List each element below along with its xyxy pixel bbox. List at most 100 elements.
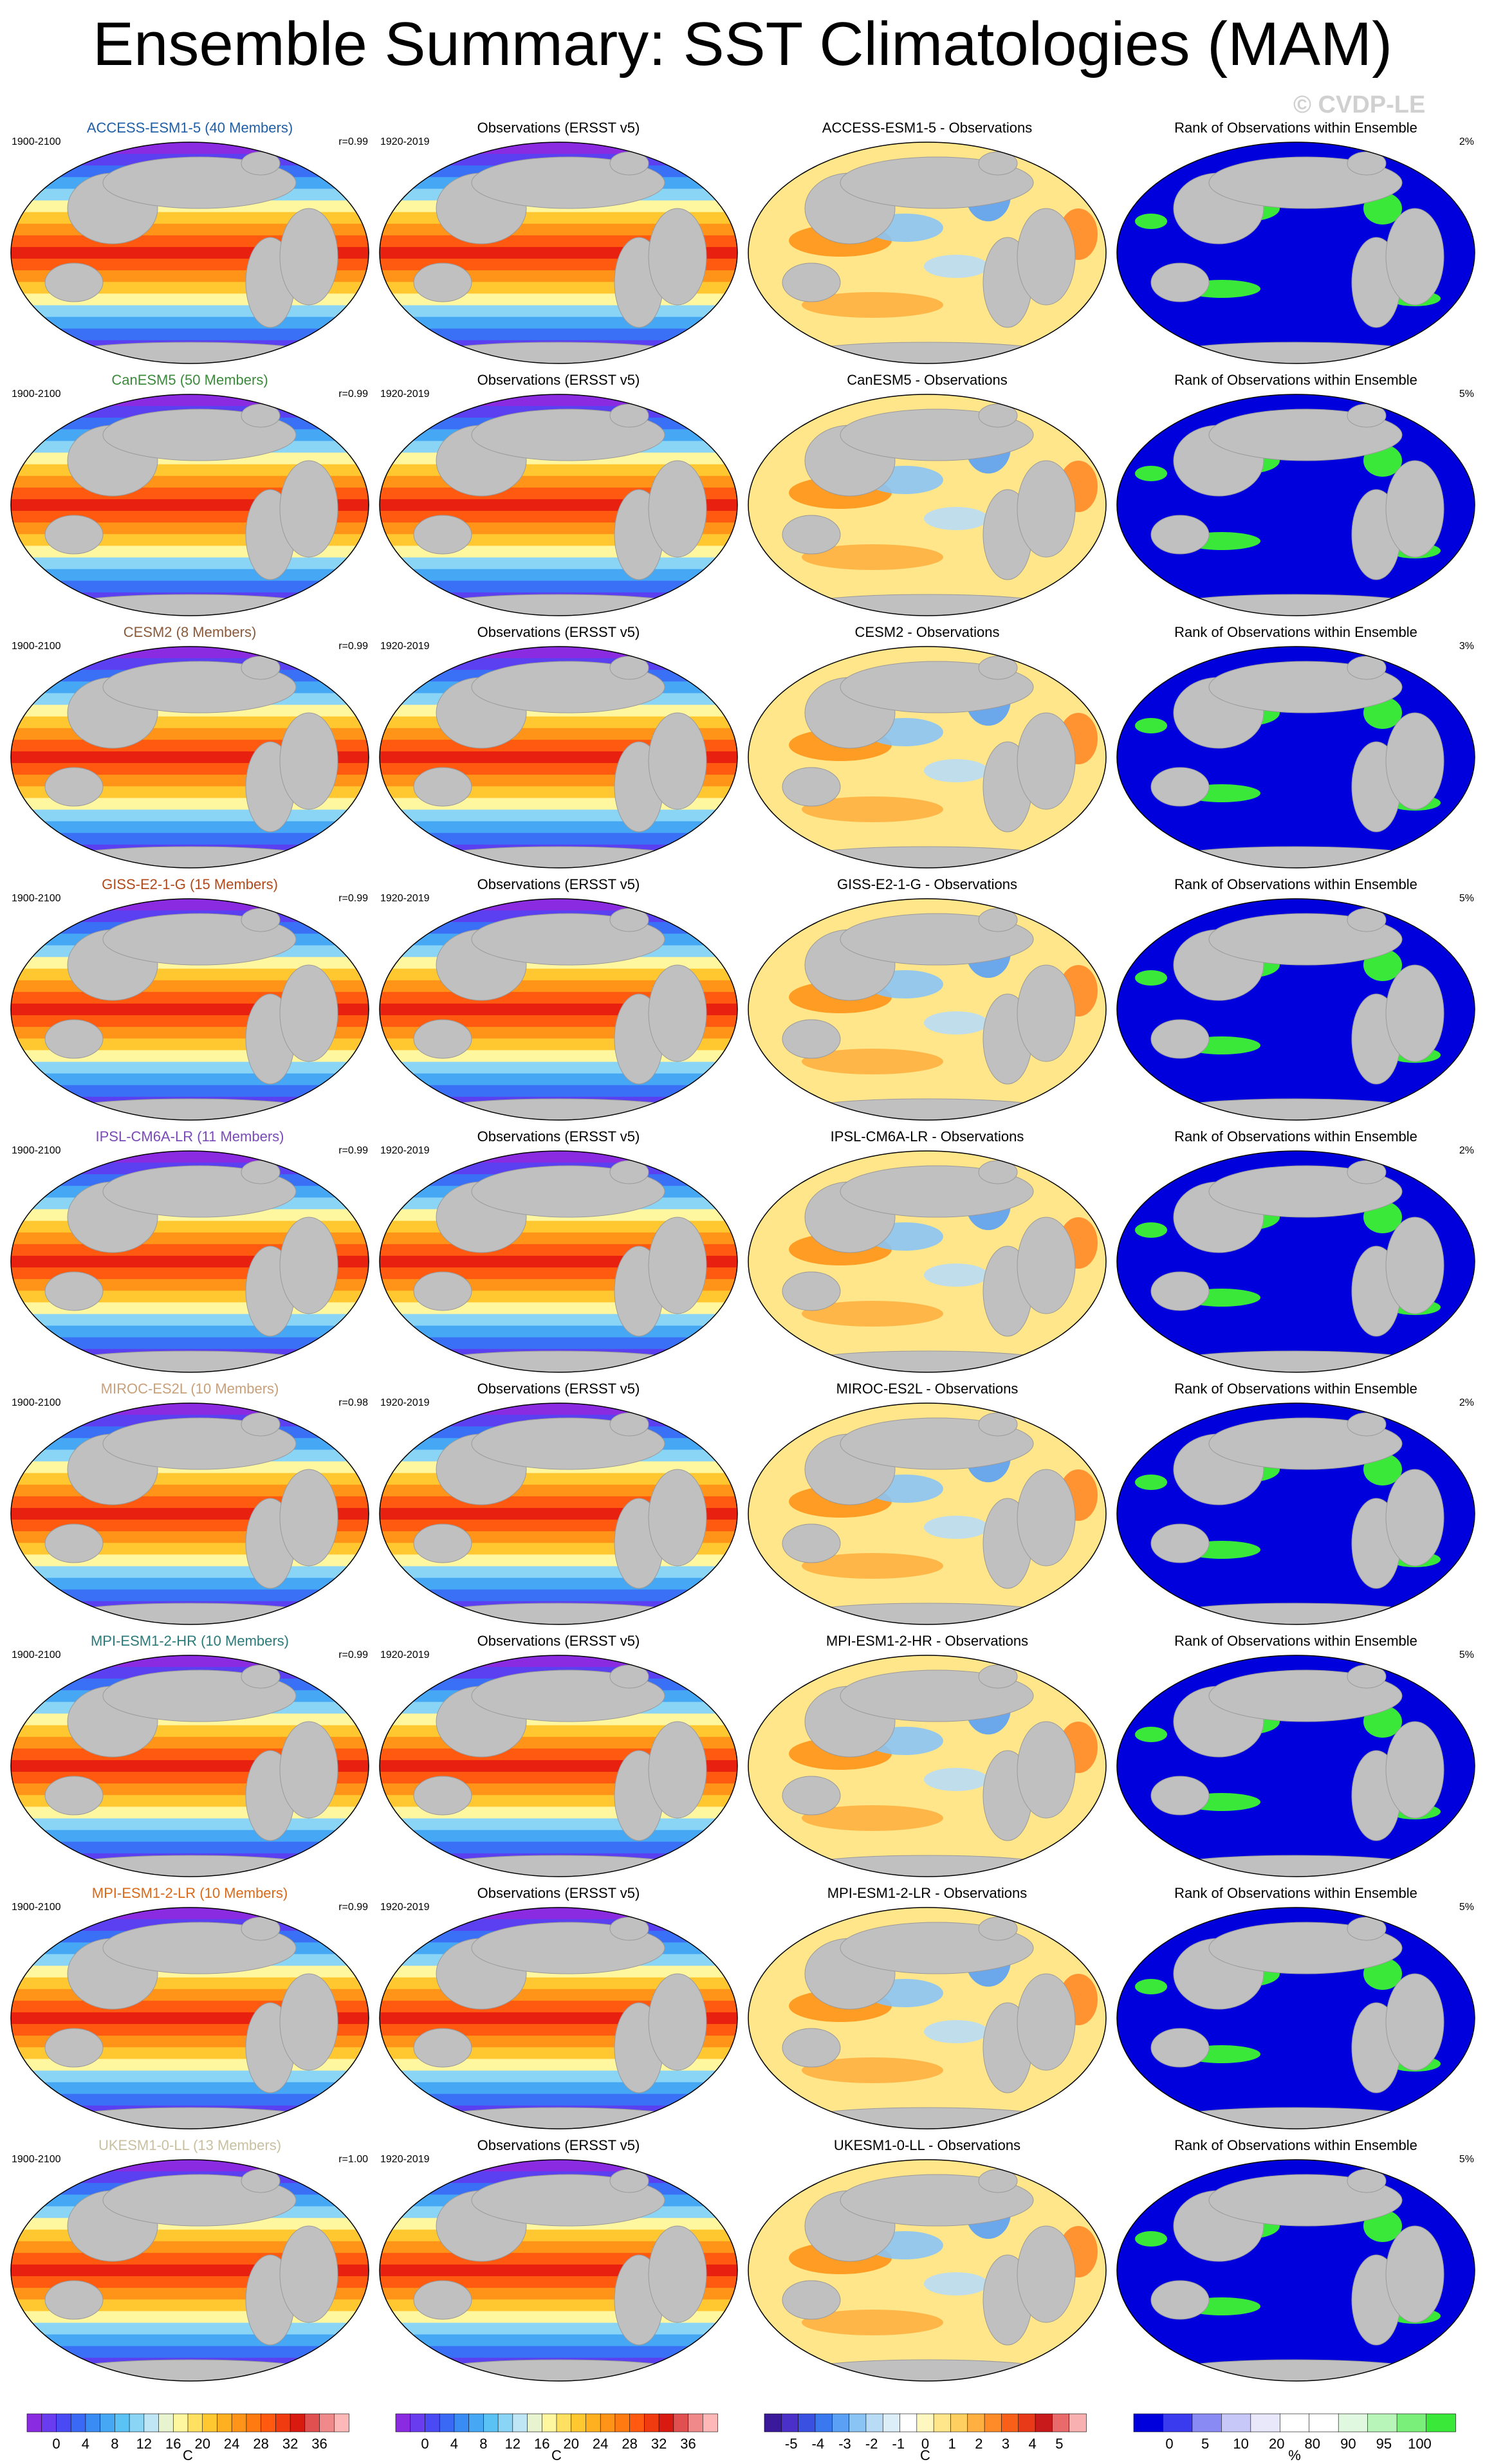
map-obs [379,898,738,1121]
pattern-correlation: r=0.99 [338,1145,368,1156]
colorbar-swatch [172,2413,189,2432]
diff-anomaly [924,2020,988,2043]
antarctica-land [1167,594,1425,616]
map-border [10,1150,369,1373]
map-border [748,1907,1107,2129]
colorbar-obs-sst-scale [395,2413,718,2432]
colorbar-tick-label: -4 [811,2436,825,2452]
australia-land [413,515,472,555]
period-label: 1920-2019 [380,2154,430,2165]
colorbar-swatch [1192,2413,1222,2432]
africa-land [1385,460,1444,558]
map-border [379,898,738,1121]
colorbar-tick-label: 28 [622,2436,638,2452]
australia-land [1150,767,1210,807]
map-diff [748,1907,1107,2129]
panel-diff: IPSL-CM6A-LR - Observations [744,1127,1111,1379]
map-border [10,2159,369,2382]
africa-land [279,712,338,810]
map-model [10,646,369,869]
sst-band [380,1841,737,1854]
colorbar-tick-label: 28 [253,2436,269,2452]
map-border [379,394,738,616]
africa-land [279,964,338,1062]
panel-title-observations: Observations (ERSST v5) [477,1885,640,1901]
australia-land [413,1271,472,1311]
map-obs [379,1150,738,1373]
colorbar-swatch [764,2413,782,2432]
sst-band [11,1830,369,1843]
colorbar-swatch [882,2413,901,2432]
map-border [1116,142,1475,364]
map-obs [379,142,738,364]
antarctica-land [60,342,319,363]
map-diff [748,898,1107,1121]
rank-percentage: 5% [1459,2154,1474,2165]
map-border [10,898,369,1121]
panel-title-observations: Observations (ERSST v5) [477,1128,640,1145]
colorbar-swatch [781,2413,799,2432]
colorbar-swatch [100,2413,116,2432]
africa-land [1017,964,1076,1062]
panel-model: UKESM1-0-LL (13 Members) 1900-2100 r=1.00 [6,2136,373,2388]
colorbar-swatch [1396,2413,1427,2432]
map-diff [748,2159,1107,2382]
sst-band [380,1818,737,1831]
colorbar-tick-label: 5 [1201,2436,1210,2452]
pattern-correlation: r=0.99 [338,893,368,904]
sst-band [380,2070,737,2083]
australia-land [782,2280,841,2320]
sst-band [11,2322,369,2335]
period-label: 1900-2100 [12,1145,61,1156]
antarctica-land [60,1350,319,1372]
colorbar-rank: 0 5 10 20 80 90 95 100 % [1133,2413,1456,2463]
australia-land [44,2280,104,2320]
rank-percentage: 5% [1459,1902,1474,1913]
panel-rank: Rank of Observations within Ensemble 5% [1112,1632,1479,1884]
rank-outlier-region [1135,718,1167,733]
map-obs [379,2159,738,2382]
period-label: 1900-2100 [12,136,61,147]
panel-model: MIROC-ES2L (10 Members) 1900-2100 r=0.98 [6,1379,373,1632]
map-border [1116,1150,1475,1373]
pattern-correlation: r=1.00 [338,2154,368,2165]
panel-title-observations: Observations (ERSST v5) [477,876,640,892]
sst-band [11,1818,369,1831]
panel-title-model: UKESM1-0-LL (13 Members) [98,2137,282,2153]
panel-title-observations: Observations (ERSST v5) [477,2137,640,2153]
colorbar-tick-label: 20 [1268,2436,1285,2452]
sst-band [380,1337,737,1350]
colorbar-tick-label: 0 [921,2436,930,2452]
colorbar-swatch [1052,2413,1070,2432]
greenland-land [241,2169,281,2193]
map-model [10,1402,369,1625]
africa-land [1385,208,1444,306]
panel-obs: Observations (ERSST v5) 1920-2019 [375,1379,742,1632]
panel-title-observations: Observations (ERSST v5) [477,120,640,136]
colorbar-swatch [950,2413,968,2432]
greenland-land [978,656,1018,680]
colorbar-swatch [614,2413,631,2432]
sst-band [11,809,369,822]
greenland-land [1347,656,1387,680]
africa-land [1017,1973,1076,2071]
panel-title-difference: CESM2 - Observations [854,624,1000,640]
panel-obs: Observations (ERSST v5) 1920-2019 [375,371,742,623]
map-border [10,1655,369,1877]
colorbar-tick-label: 100 [1408,2436,1432,2452]
greenland-land [241,1917,281,1941]
panel-obs: Observations (ERSST v5) 1920-2019 [375,2136,742,2388]
map-border [10,394,369,616]
colorbar-tick-label: -3 [838,2436,851,2452]
rank-outlier-region [1135,1475,1167,1490]
panel-title-model: IPSL-CM6A-LR (11 Members) [95,1128,284,1145]
australia-land [1150,1523,1210,1563]
panel-diff: MPI-ESM1-2-HR - Observations [744,1632,1111,1884]
colorbar-swatch [290,2413,306,2432]
map-diff [748,1402,1107,1625]
colorbar-swatch [1250,2413,1281,2432]
sst-band [11,580,369,593]
rank-outlier-region [1135,1222,1167,1238]
australia-land [413,1019,472,1059]
map-border [748,2159,1107,2382]
